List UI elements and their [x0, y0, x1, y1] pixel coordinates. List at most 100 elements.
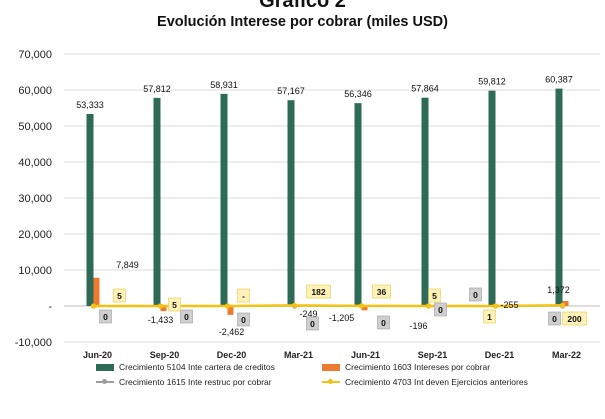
bar-marks [86, 88, 569, 315]
x-tick-label: Sep-20 [150, 350, 180, 360]
data-label-series-2: -2,462 [219, 327, 245, 337]
y-tick-label: -10,000 [15, 337, 52, 349]
legend-label-series-1: Crecimiento 5104 Inte cartera de credito… [119, 362, 275, 372]
legend-swatch-series-1 [96, 363, 114, 371]
data-label-series-3-text: 0 [310, 319, 315, 329]
data-label-series-4-text: 36 [377, 287, 387, 297]
data-label-series-4-text: - [242, 291, 245, 301]
point-series-4 [358, 303, 365, 309]
data-label-series-3: 0 [377, 315, 390, 330]
data-label-series-4: 1 [483, 309, 496, 324]
chart-title: Evolución Interese por cobrar (miles USD… [157, 14, 448, 30]
data-label-series-4-text: 1 [487, 312, 492, 322]
data-label-series-3: 0 [237, 312, 250, 327]
y-axis: -10,000-10,00020,00030,00040,00050,00060… [15, 49, 53, 349]
point-series-4 [559, 302, 566, 308]
data-label-series-4-box [428, 288, 441, 303]
data-label-series-1: 53,333 [76, 100, 104, 110]
bar-series-2 [160, 306, 167, 312]
data-label-series-4: 5 [168, 297, 181, 312]
data-label-series-3-text: 0 [381, 318, 386, 328]
data-label-series-3-text: 0 [438, 305, 443, 315]
gridlines [64, 53, 600, 343]
y-tick-label: 30,000 [18, 193, 52, 205]
legend-item-series-3: Crecimiento 1615 Inte restruc por cobrar [96, 377, 272, 387]
y-tick-label: 20,000 [18, 229, 52, 241]
data-label-series-2: -196 [409, 321, 427, 331]
data-label-series-3: 0 [180, 309, 193, 324]
point-series-4 [224, 303, 231, 309]
data-label-series-4: - [237, 288, 250, 303]
point-series-4 [425, 303, 432, 309]
data-label-series-3-box [548, 311, 561, 326]
bar-series-1 [555, 88, 563, 306]
x-tick-label: Jun-21 [351, 350, 380, 360]
y-tick-label: 70,000 [18, 49, 52, 61]
data-label-series-3-box [377, 315, 390, 330]
data-label-series-4-box [372, 284, 391, 299]
data-label-series-1: 58,931 [210, 80, 238, 90]
point-series-4 [157, 303, 164, 309]
legend-item-series-1: Crecimiento 5104 Inte cartera de credito… [96, 362, 275, 372]
data-label-series-1: 57,864 [411, 84, 439, 94]
data-label-series-2: -1,433 [148, 315, 174, 325]
point-series-4 [492, 303, 499, 309]
point-series-4 [90, 303, 97, 309]
data-label-series-1: 59,812 [478, 77, 506, 87]
legend-label-series-2: Crecimiento 1603 Intereses por cobrar [345, 362, 491, 372]
legend-item-series-2: Crecimiento 1603 Intereses por cobrar [322, 362, 490, 372]
data-label-series-2: -1,205 [329, 313, 355, 323]
x-tick-label: Dec-21 [485, 350, 515, 360]
x-tick-label: Mar-22 [552, 350, 581, 360]
data-label-series-3-text: 0 [241, 315, 246, 325]
legend-swatch-series-4 [322, 379, 340, 384]
bar-series-2 [562, 301, 569, 306]
legend-swatch-series-3 [96, 379, 114, 384]
legend-swatch-series-2 [322, 363, 340, 371]
data-label-series-1: 56,346 [344, 89, 372, 99]
data-label-series-3-text: 0 [473, 290, 478, 300]
data-label-series-3-box [237, 312, 250, 327]
data-label-series-4-box [168, 297, 181, 312]
data-label-series-4-box [562, 311, 587, 326]
data-label-series-2: -255 [500, 300, 518, 310]
legend-item-series-4: Crecimiento 4703 Int deven Ejercicios an… [322, 377, 528, 387]
data-label-series-4-text: 5 [432, 291, 437, 301]
bar-series-2 [361, 306, 368, 311]
data-label-series-3: 0 [99, 309, 112, 324]
data-label-series-1: 60,387 [545, 75, 573, 85]
data-label-series-4-text: 200 [567, 314, 581, 324]
data-label-series-4-box [237, 288, 250, 303]
data-label-series-4: 5 [428, 288, 441, 303]
bar-series-2 [227, 306, 234, 315]
point-series-4 [291, 302, 298, 308]
data-label-series-4-text: 5 [117, 291, 122, 301]
y-tick-label: 10,000 [18, 265, 52, 277]
data-label-series-3-box [306, 316, 319, 331]
y-tick-label: 50,000 [18, 121, 52, 133]
data-label-series-3: 0 [306, 316, 319, 331]
y-tick-label: 60,000 [18, 85, 52, 97]
data-label-series-3: 0 [434, 302, 447, 317]
line-series-4 [93, 304, 563, 308]
data-label-series-3-box [99, 309, 112, 324]
x-tick-label: Sep-21 [418, 350, 448, 360]
data-label-series-4: 182 [306, 284, 331, 299]
data-label-series-3-box [180, 309, 193, 324]
data-label-series-4-box [306, 284, 331, 299]
data-label-series-1: 57,167 [277, 86, 305, 96]
data-label-series-4: 36 [372, 284, 391, 299]
x-tick-label: Mar-21 [284, 350, 313, 360]
data-label-series-2: -249 [299, 309, 317, 319]
data-label-series-3: 0 [469, 287, 482, 302]
data-label-series-2: 7,849 [116, 260, 139, 270]
bar-series-1 [153, 97, 161, 306]
data-label-series-4-box [113, 288, 126, 303]
bar-series-1 [86, 114, 94, 307]
legend-label-series-4: Crecimiento 4703 Int deven Ejercicios an… [345, 377, 528, 387]
data-label-series-3: 0 [548, 311, 561, 326]
data-label-series-2: 1,372 [547, 285, 570, 295]
data-label-series-3-text: 0 [103, 312, 108, 322]
